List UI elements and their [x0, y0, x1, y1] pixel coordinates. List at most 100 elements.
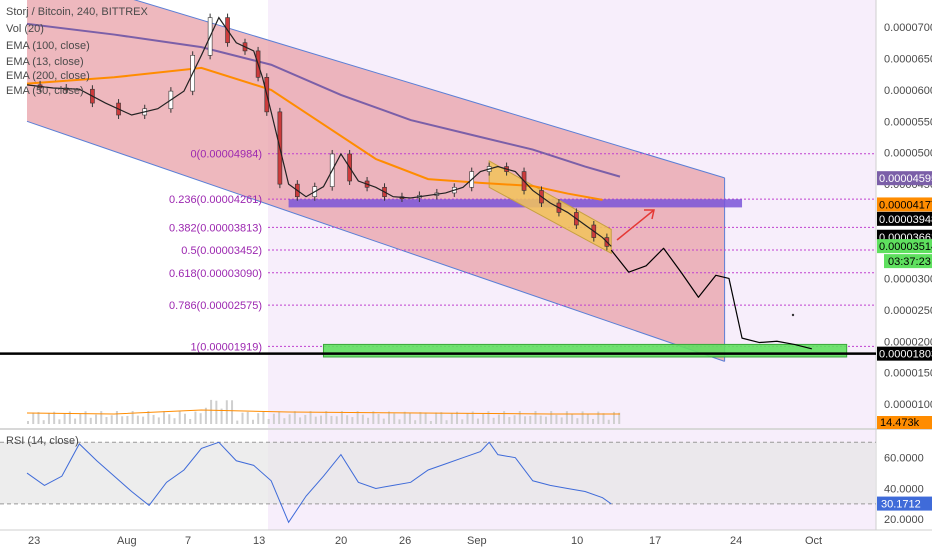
volume-bar	[424, 412, 427, 424]
volume-bar	[178, 411, 181, 424]
indicator-ema200[interactable]: EMA (200, close)	[6, 70, 90, 82]
volume-bar	[147, 411, 150, 424]
channel-upper-line[interactable]	[27, 0, 725, 179]
support-zone[interactable]	[322, 343, 848, 358]
volume-bar	[309, 411, 312, 424]
time-tick-label: 20	[335, 535, 347, 547]
volume-bar	[335, 416, 338, 424]
price-label-bg	[877, 171, 932, 186]
volume-bar	[74, 418, 77, 424]
volume-bar	[131, 411, 134, 424]
fib-level-label: 0(0.00004984)	[190, 149, 262, 161]
descending-channel[interactable]	[27, 0, 725, 362]
volume-bar	[330, 415, 333, 424]
price-label-bg	[877, 346, 932, 361]
ema-line[interactable]	[26, 66, 603, 201]
price-tick-label: 0.00002500	[884, 305, 932, 317]
rsi-tick-label: 40.0000	[884, 483, 924, 495]
volume-bar	[372, 411, 375, 424]
volume-bar	[445, 420, 448, 424]
fib-level-label: 0.5(0.00003452)	[181, 245, 262, 257]
volume-bar	[168, 414, 171, 424]
volume-bar	[152, 414, 155, 424]
ema-line[interactable]	[26, 22, 621, 178]
fib-level-label: 0.786(0.00002575)	[169, 300, 262, 312]
volume-bar	[398, 419, 401, 424]
price-tick-label: 0.00007000	[884, 22, 932, 34]
price-tick-label: 0.00003000	[884, 273, 932, 285]
volume-bar	[47, 412, 50, 424]
volume-bar	[58, 419, 61, 424]
volume-bar	[194, 411, 197, 424]
volume-bar	[115, 411, 118, 424]
price-label-bg	[877, 239, 932, 254]
price-tick-label: 0.00001000	[884, 399, 932, 411]
volume-bar	[84, 411, 87, 424]
volume-bar	[565, 411, 568, 424]
volume-bar	[571, 414, 574, 424]
indicator-ema50[interactable]: EMA (50, close)	[6, 85, 84, 97]
volume-bar	[607, 419, 610, 424]
indicator-ema100[interactable]: EMA (100, close)	[6, 40, 90, 52]
time-tick-label: 24	[730, 535, 742, 547]
time-tick-label: Oct	[805, 535, 822, 547]
rsi-tick-label: 60.0000	[884, 453, 924, 465]
drawing-dot	[791, 313, 795, 317]
volume-bar	[204, 407, 207, 424]
countdown-bg	[884, 254, 932, 269]
volume-bar	[236, 420, 239, 424]
volume-bar	[42, 420, 45, 424]
price-tick-label: 0.00005000	[884, 148, 932, 160]
volume-bar	[183, 413, 186, 424]
volume-bar	[63, 413, 66, 424]
volume-bar	[231, 400, 234, 424]
volume-bar	[246, 411, 249, 424]
volume-bar	[220, 408, 223, 424]
rsi-tick-label: 20.0000	[884, 514, 924, 526]
volume-bar	[68, 411, 71, 424]
resistance-zone[interactable]	[288, 199, 743, 208]
volume-bar	[508, 417, 511, 424]
volume-bar	[241, 412, 244, 424]
channel-lower-line[interactable]	[26, 120, 725, 362]
time-tick-label: 7	[185, 535, 191, 547]
indicator-vol[interactable]: Vol (20)	[6, 23, 44, 35]
volume-bar	[612, 411, 615, 424]
volume-bar	[126, 415, 129, 424]
rsi-line[interactable]	[26, 441, 612, 524]
volume-bar	[199, 413, 202, 424]
volume-bar	[492, 417, 495, 424]
volume-bar	[450, 412, 453, 424]
price-label: 0.00001803	[879, 349, 932, 361]
bull-flag-zone[interactable]	[488, 160, 612, 255]
price-tick-label: 0.00001500	[884, 368, 932, 380]
price-tick-label: 0.00002000	[884, 336, 932, 348]
volume-bar	[518, 411, 521, 424]
volume-bar	[163, 411, 166, 424]
fib-level-label: 0.236(0.00004261)	[169, 194, 262, 206]
rsi-title[interactable]: RSI (14, close)	[6, 435, 79, 447]
price-tick-label: 0.00005500	[884, 116, 932, 128]
volume-bar	[461, 419, 464, 424]
projection-path[interactable]	[610, 247, 812, 350]
volume-label: 14.473k	[880, 417, 920, 429]
time-tick-label: Sep	[467, 535, 487, 547]
volume-bar	[105, 417, 108, 424]
time-tick-label: 26	[399, 535, 411, 547]
volume-bar	[95, 414, 98, 424]
chart-title: Storj / Bitcoin, 240, BITTREX	[6, 6, 148, 18]
volume-bar	[173, 418, 176, 424]
volume-ma-line	[26, 409, 620, 415]
volume-bar	[581, 411, 584, 424]
price-tick-label: 0.00006000	[884, 85, 932, 97]
price-label-bg	[877, 197, 932, 212]
volume-bar	[319, 415, 322, 424]
volume-bar	[576, 418, 579, 424]
volume-bar	[393, 413, 396, 424]
price-line[interactable]	[26, 16, 612, 247]
indicator-ema13[interactable]: EMA (13, close)	[6, 56, 84, 68]
volume-bar	[262, 411, 265, 424]
time-tick-label: Aug	[117, 535, 137, 547]
volume-bar	[602, 413, 605, 424]
